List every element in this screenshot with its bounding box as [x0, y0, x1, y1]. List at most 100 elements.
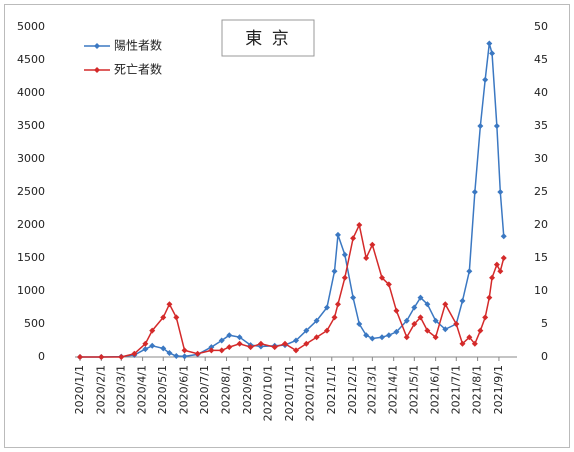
y2-tick-label: 10 [534, 284, 548, 297]
data-point [173, 353, 180, 360]
data-point [411, 304, 418, 311]
data-point [486, 40, 493, 47]
data-point [453, 321, 460, 327]
y2-tick-label: 0 [541, 350, 548, 363]
x-tick-label: 2020/1/1 [73, 365, 86, 414]
data-point [323, 327, 330, 334]
legend-label: 陽性者数 [114, 38, 162, 53]
data-point [313, 317, 320, 324]
data-point [247, 344, 254, 351]
x-tick-label: 2020/12/1 [303, 365, 316, 421]
x-tick-label: 2020/5/1 [156, 365, 169, 414]
data-point [378, 274, 385, 281]
data-point [459, 297, 466, 304]
x-tick-label: 2020/7/1 [198, 365, 211, 414]
x-tick-label: 2021/2/1 [346, 365, 359, 414]
data-point [471, 340, 478, 347]
y2-tick-label: 20 [534, 218, 548, 231]
data-point [341, 274, 348, 281]
data-point [477, 327, 484, 334]
data-point [303, 327, 310, 334]
x-tick-label: 2020/9/1 [241, 365, 254, 414]
data-point [334, 231, 341, 238]
data-point [331, 268, 338, 275]
data-point [257, 340, 264, 347]
data-point [181, 347, 188, 354]
y-tick-label: 4500 [17, 53, 45, 66]
data-point [271, 344, 278, 351]
data-point [160, 345, 167, 352]
x-tick-label: 2021/3/1 [365, 365, 378, 414]
data-point [313, 334, 320, 341]
x-tick-label: 2021/9/1 [492, 365, 505, 414]
y-tick-label: 0 [38, 350, 45, 363]
data-point [500, 255, 507, 261]
data-point [331, 314, 338, 321]
data-point [432, 334, 439, 341]
data-point [471, 189, 478, 195]
data-point [149, 327, 156, 334]
y-tick-label: 4000 [17, 86, 45, 99]
data-point [98, 354, 105, 360]
x-tick-label: 2021/5/1 [407, 365, 420, 414]
data-point [403, 317, 410, 324]
legend-marker [94, 67, 100, 73]
x-tick-label: 2021/7/1 [449, 365, 462, 414]
data-point [208, 344, 215, 351]
chart-border [4, 4, 570, 448]
data-point [218, 337, 225, 344]
data-point [417, 314, 424, 321]
y2-tick-label: 35 [534, 119, 548, 132]
data-point [363, 332, 370, 339]
data-point [500, 233, 507, 240]
y2-tick-label: 50 [534, 20, 548, 33]
data-point [482, 76, 489, 83]
data-point [194, 350, 201, 357]
data-point [442, 301, 449, 308]
data-point [181, 353, 188, 360]
data-point [378, 334, 385, 341]
data-point [493, 261, 500, 268]
x-tick-label: 2020/3/1 [114, 365, 127, 414]
data-point [334, 301, 341, 308]
data-point [341, 251, 348, 258]
y-tick-label: 2500 [17, 185, 45, 198]
x-tick-label: 2021/1/1 [325, 365, 338, 414]
data-point [482, 314, 489, 321]
data-point [236, 334, 243, 341]
y2-tick-label: 25 [534, 185, 548, 198]
data-point [403, 334, 410, 341]
data-point [424, 327, 431, 334]
data-point [149, 342, 156, 349]
data-point [323, 304, 330, 311]
x-tick-label: 2021/6/1 [429, 365, 442, 414]
y2-tick-label: 5 [541, 317, 548, 330]
x-tick-label: 2021/8/1 [471, 365, 484, 414]
data-point [281, 340, 288, 347]
data-point [293, 347, 299, 354]
data-point [477, 123, 484, 129]
data-point [350, 294, 357, 301]
data-point [417, 294, 424, 301]
data-point [350, 235, 357, 242]
y-tick-label: 1000 [17, 284, 45, 297]
y2-tick-label: 15 [534, 251, 548, 264]
y-tick-label: 500 [24, 317, 45, 330]
data-point [489, 274, 496, 281]
data-point [131, 350, 138, 357]
data-point [369, 241, 376, 248]
data-point [293, 337, 299, 344]
y-tick-label: 5000 [17, 20, 45, 33]
data-point [77, 354, 83, 360]
y-tick-label: 3000 [17, 152, 45, 165]
x-tick-label: 2020/2/1 [94, 365, 107, 414]
data-point [226, 344, 233, 351]
y2-tick-label: 40 [534, 86, 548, 99]
data-point [303, 340, 310, 347]
x-tick-label: 2020/6/1 [178, 365, 191, 414]
x-tick-label: 2020/11/1 [283, 365, 296, 421]
x-tick-label: 2020/10/1 [261, 365, 274, 421]
data-point [356, 222, 363, 228]
y2-tick-label: 30 [534, 152, 548, 165]
data-point [466, 334, 473, 341]
